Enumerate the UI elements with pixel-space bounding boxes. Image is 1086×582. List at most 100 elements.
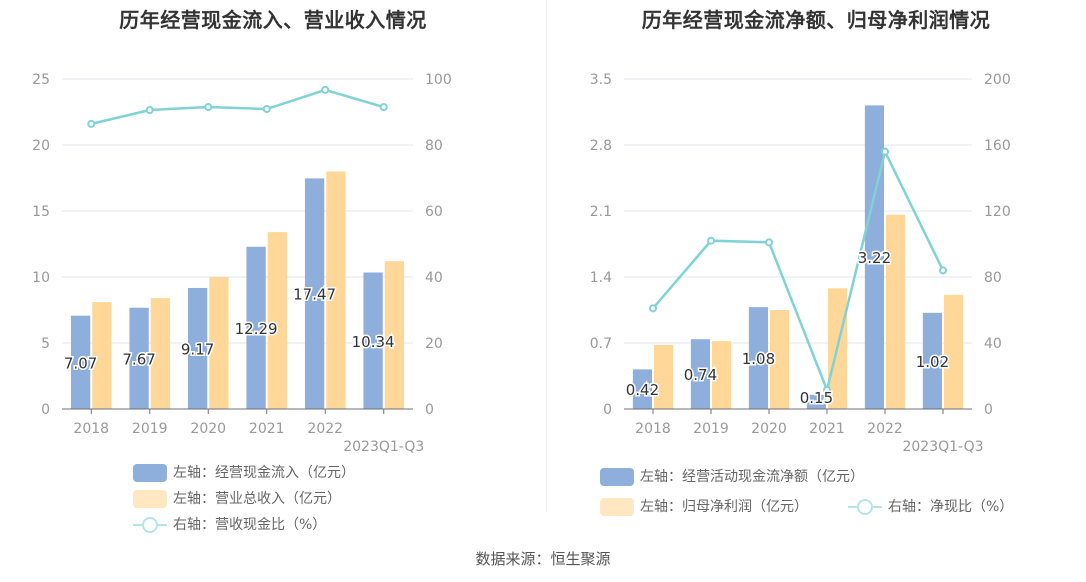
x-tick-label: 2021 [249, 421, 285, 437]
bar-data-label: 1.08 [742, 350, 775, 368]
bar-secondary [267, 232, 288, 409]
ratio-point [649, 304, 657, 313]
ratio-point [321, 85, 330, 94]
left-tick-label: 0.7 [590, 336, 612, 352]
ratio-point [145, 106, 154, 115]
x-tick-label: 2021 [809, 421, 845, 437]
bar-data-label: 10.34 [352, 333, 395, 351]
ratio-line [652, 147, 945, 395]
x-tick-label: 2020 [190, 421, 226, 437]
bar-secondary [712, 341, 732, 409]
bar-primary [187, 287, 208, 409]
right-tick-label: 200 [984, 72, 1011, 88]
ratio-point [881, 147, 889, 156]
ratio-point [204, 103, 213, 112]
legend-item-revenue[interactable]: 左轴：营业总收入（亿元） [133, 490, 341, 508]
right-tick-label: 100 [425, 72, 452, 88]
bar-secondary [770, 310, 790, 409]
bar-data-label: 0.15 [800, 389, 833, 407]
bar-data-label: 0.74 [684, 366, 717, 384]
legend-swatch [133, 464, 167, 482]
legend-label: 左轴：营业总收入（亿元） [173, 491, 341, 507]
data-source: 数据来源：恒生聚源 [475, 550, 611, 568]
x-tick-label: 2019 [132, 421, 168, 437]
right-tick-label: 40 [425, 270, 443, 286]
line-legend-icon [133, 516, 167, 534]
legend-item-net-cash-flow[interactable]: 左轴：经营活动现金流净额（亿元） [600, 468, 864, 486]
bar-secondary [654, 344, 674, 409]
right-tick-label: 80 [984, 270, 1002, 286]
legend-swatch [600, 468, 634, 486]
legend-label: 左轴：经营活动现金流净额（亿元） [640, 469, 864, 485]
ratio-point [939, 266, 947, 275]
ratio-point [262, 105, 271, 114]
bar-data-label: 12.29 [235, 320, 278, 338]
bar-primary [922, 312, 942, 409]
x-tick-label: 2022 [867, 421, 903, 437]
legend-label: 右轴：净现比（%） [888, 499, 1014, 515]
legend-label: 左轴：经营现金流入（亿元） [173, 465, 355, 481]
x-tick-label: 2023Q1-Q3 [902, 439, 983, 455]
bar-secondary [384, 261, 405, 409]
bar-data-label: 9.17 [181, 340, 214, 358]
bar-data-label: 0.42 [626, 381, 659, 399]
bar-secondary [886, 214, 906, 409]
legend-label: 右轴：营收现金比（%） [173, 517, 327, 533]
right-tick-label: 120 [984, 204, 1011, 220]
ratio-point [765, 238, 773, 247]
bar-data-label: 17.47 [293, 286, 336, 304]
legend-swatch [133, 490, 167, 508]
x-tick-label: 2018 [635, 421, 671, 437]
line-legend-icon [848, 498, 882, 516]
legend-label: 左轴：归母净利润（亿元） [640, 499, 808, 515]
divider [546, 0, 547, 512]
left-tick-label: 2.8 [590, 138, 612, 154]
bar-secondary [209, 277, 229, 409]
right-tick-label: 0 [425, 402, 434, 418]
bar-data-label: 1.02 [916, 353, 949, 371]
bar-primary [806, 394, 826, 409]
right-tick-label: 40 [984, 336, 1002, 352]
bar-secondary [150, 298, 171, 409]
legend-item-cash-ratio[interactable]: 右轴：营收现金比（%） [133, 516, 326, 534]
left-tick-label: 2.1 [590, 204, 612, 220]
left-tick-label: 15 [32, 204, 50, 220]
bar-primary [246, 246, 266, 409]
left-tick-label: 25 [32, 72, 50, 88]
left-tick-label: 5 [41, 336, 50, 352]
left-tick-label: 0 [41, 402, 50, 418]
bar-data-label: 7.07 [64, 354, 97, 372]
left-tick-label: 20 [32, 138, 50, 154]
ratio-point [707, 236, 715, 245]
legend-swatch [600, 498, 634, 516]
ratio-line [90, 88, 385, 126]
x-tick-label: 2019 [693, 421, 729, 437]
legend-item-cash-inflow[interactable]: 左轴：经营现金流入（亿元） [133, 464, 355, 482]
x-tick-label: 2023Q1-Q3 [343, 439, 424, 455]
bar-data-label: 7.67 [122, 350, 155, 368]
bar-secondary [92, 302, 112, 409]
left-tick-label: 0 [603, 402, 612, 418]
ratio-point [87, 119, 96, 128]
chart1-title: 历年经营现金流入、营业收入情况 [119, 8, 427, 32]
left-tick-label: 10 [32, 270, 50, 286]
ratio-point [379, 103, 388, 112]
right-tick-label: 20 [425, 336, 443, 352]
ratio-point [823, 386, 831, 395]
bar-primary [129, 307, 149, 409]
bar-primary [632, 369, 652, 409]
x-tick-label: 2022 [307, 421, 343, 437]
bar-primary [748, 307, 768, 409]
x-tick-label: 2018 [73, 421, 109, 437]
right-tick-label: 80 [425, 138, 443, 154]
bar-data-label: 3.22 [858, 249, 891, 267]
bar-secondary [326, 171, 346, 409]
right-tick-label: 0 [984, 402, 993, 418]
bar-primary [304, 178, 325, 409]
bar-primary [70, 315, 91, 409]
chart2-title: 历年经营现金流净额、归母净利润情况 [641, 8, 991, 32]
legend-item-net-cash-ratio[interactable]: 右轴：净现比（%） [848, 498, 1013, 516]
legend-item-net-profit[interactable]: 左轴：归母净利润（亿元） [600, 498, 808, 516]
bar-primary [864, 105, 884, 410]
